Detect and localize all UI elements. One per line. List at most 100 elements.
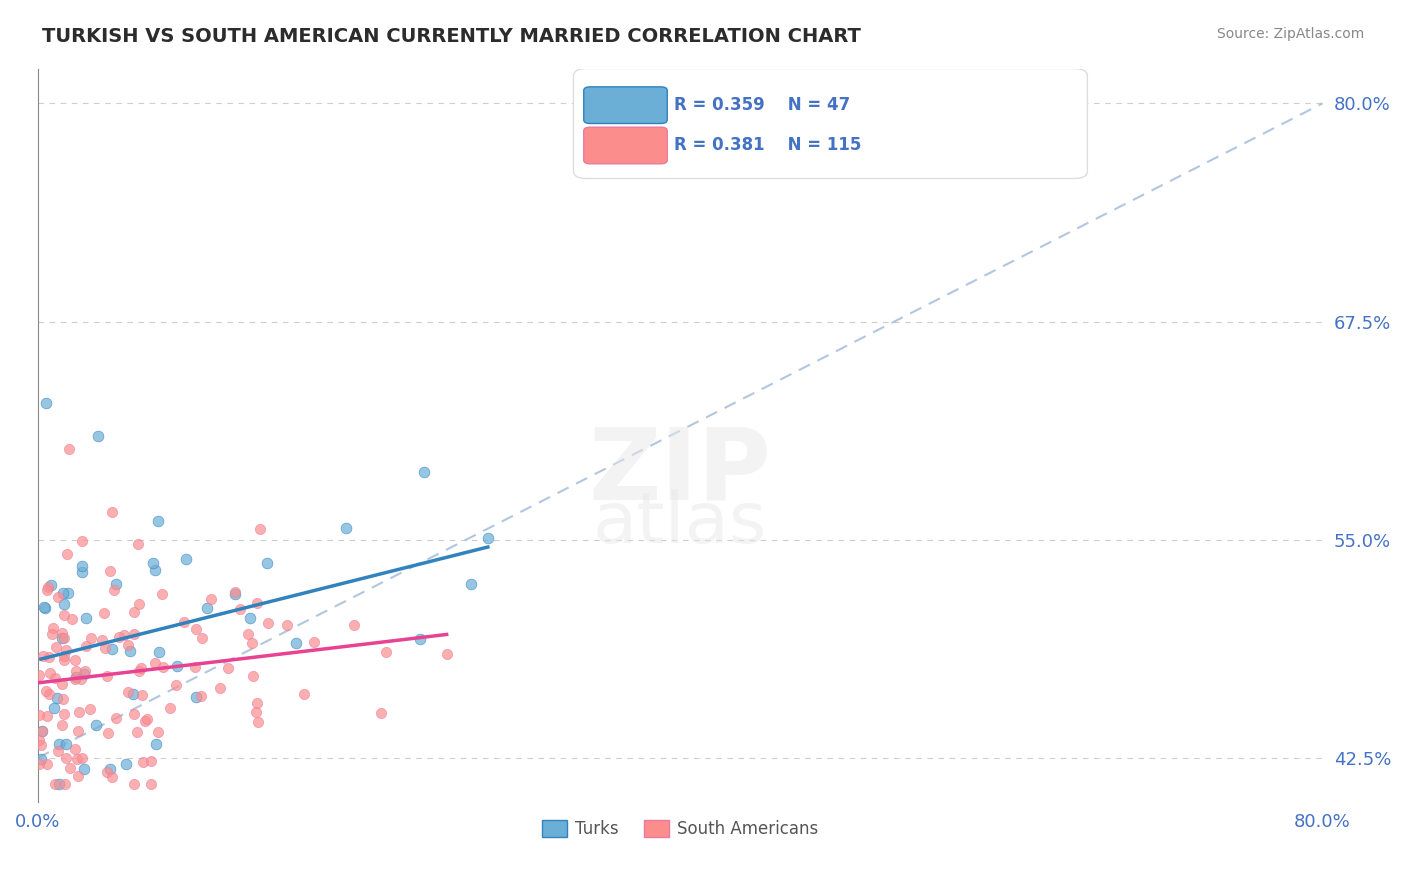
Point bbox=[200, 591, 222, 606]
Point bbox=[37, 580, 59, 594]
Point bbox=[70, 672, 93, 686]
Point bbox=[35, 683, 58, 698]
Point bbox=[35, 396, 58, 410]
Point bbox=[195, 600, 218, 615]
Point bbox=[39, 666, 62, 681]
Point bbox=[41, 627, 63, 641]
Point bbox=[125, 724, 148, 739]
Point bbox=[224, 584, 246, 599]
Point bbox=[37, 582, 59, 597]
Point bbox=[246, 696, 269, 710]
Point bbox=[135, 712, 157, 726]
Point bbox=[28, 732, 51, 747]
Point bbox=[48, 777, 70, 791]
Text: atlas: atlas bbox=[593, 489, 768, 558]
Point bbox=[370, 706, 392, 720]
Point bbox=[173, 615, 195, 629]
Point bbox=[285, 636, 308, 650]
Point bbox=[249, 523, 271, 537]
Point bbox=[37, 756, 59, 771]
Point bbox=[122, 777, 145, 791]
Point bbox=[70, 558, 93, 573]
Point bbox=[217, 661, 239, 675]
Point bbox=[73, 664, 96, 678]
Point bbox=[166, 659, 188, 673]
Point bbox=[127, 537, 149, 551]
Point bbox=[335, 521, 357, 535]
Point bbox=[97, 726, 120, 740]
Point bbox=[191, 631, 214, 645]
Point bbox=[55, 738, 77, 752]
Point bbox=[183, 660, 205, 674]
Point bbox=[70, 566, 93, 580]
Point bbox=[186, 622, 208, 636]
Point bbox=[152, 659, 174, 673]
FancyBboxPatch shape bbox=[583, 87, 668, 123]
Text: R = 0.381    N = 115: R = 0.381 N = 115 bbox=[673, 136, 860, 154]
Point bbox=[80, 631, 103, 645]
Point bbox=[44, 777, 66, 791]
Point bbox=[96, 764, 118, 779]
Point bbox=[120, 644, 142, 658]
Point bbox=[52, 597, 75, 611]
Point bbox=[257, 616, 280, 631]
Point bbox=[165, 677, 187, 691]
FancyBboxPatch shape bbox=[574, 69, 1087, 178]
Point bbox=[59, 761, 82, 775]
Point bbox=[66, 769, 89, 783]
Point bbox=[190, 689, 212, 703]
Point bbox=[51, 717, 73, 731]
Point bbox=[100, 564, 122, 578]
Point bbox=[112, 628, 135, 642]
Text: R = 0.359    N = 47: R = 0.359 N = 47 bbox=[673, 96, 849, 114]
Point bbox=[51, 625, 73, 640]
Point bbox=[107, 630, 129, 644]
Point bbox=[146, 514, 169, 528]
Point bbox=[46, 590, 69, 604]
Point bbox=[55, 643, 77, 657]
Point bbox=[122, 706, 145, 721]
Point bbox=[35, 708, 58, 723]
Text: ZIP: ZIP bbox=[589, 423, 772, 520]
Point bbox=[104, 577, 127, 591]
Point bbox=[104, 711, 127, 725]
Point bbox=[145, 737, 167, 751]
Point bbox=[93, 607, 115, 621]
Point bbox=[28, 667, 51, 681]
Point bbox=[44, 701, 66, 715]
Point bbox=[67, 706, 90, 720]
Point bbox=[413, 465, 436, 479]
Point bbox=[65, 664, 87, 678]
Point bbox=[101, 505, 124, 519]
Point bbox=[236, 626, 259, 640]
Point bbox=[73, 763, 96, 777]
Point bbox=[477, 531, 499, 545]
Point bbox=[98, 763, 121, 777]
Point bbox=[86, 718, 108, 732]
Point bbox=[48, 737, 70, 751]
Point bbox=[146, 725, 169, 739]
Point bbox=[142, 556, 165, 570]
Point bbox=[53, 632, 76, 646]
Point bbox=[30, 751, 52, 765]
Point bbox=[63, 741, 86, 756]
Point bbox=[239, 611, 262, 625]
Point bbox=[409, 632, 432, 647]
Point bbox=[139, 777, 162, 791]
Point bbox=[374, 645, 396, 659]
Point bbox=[131, 688, 153, 702]
Point bbox=[436, 647, 458, 661]
Point bbox=[53, 653, 76, 667]
Point bbox=[460, 577, 482, 591]
Point bbox=[128, 597, 150, 611]
Point bbox=[143, 563, 166, 577]
Point bbox=[124, 606, 146, 620]
Point bbox=[94, 640, 117, 655]
Point bbox=[256, 556, 278, 570]
Point bbox=[31, 724, 53, 739]
Point bbox=[42, 621, 65, 635]
Point bbox=[117, 685, 139, 699]
Point bbox=[70, 533, 93, 548]
Text: Source: ZipAtlas.com: Source: ZipAtlas.com bbox=[1216, 27, 1364, 41]
FancyBboxPatch shape bbox=[583, 128, 668, 164]
